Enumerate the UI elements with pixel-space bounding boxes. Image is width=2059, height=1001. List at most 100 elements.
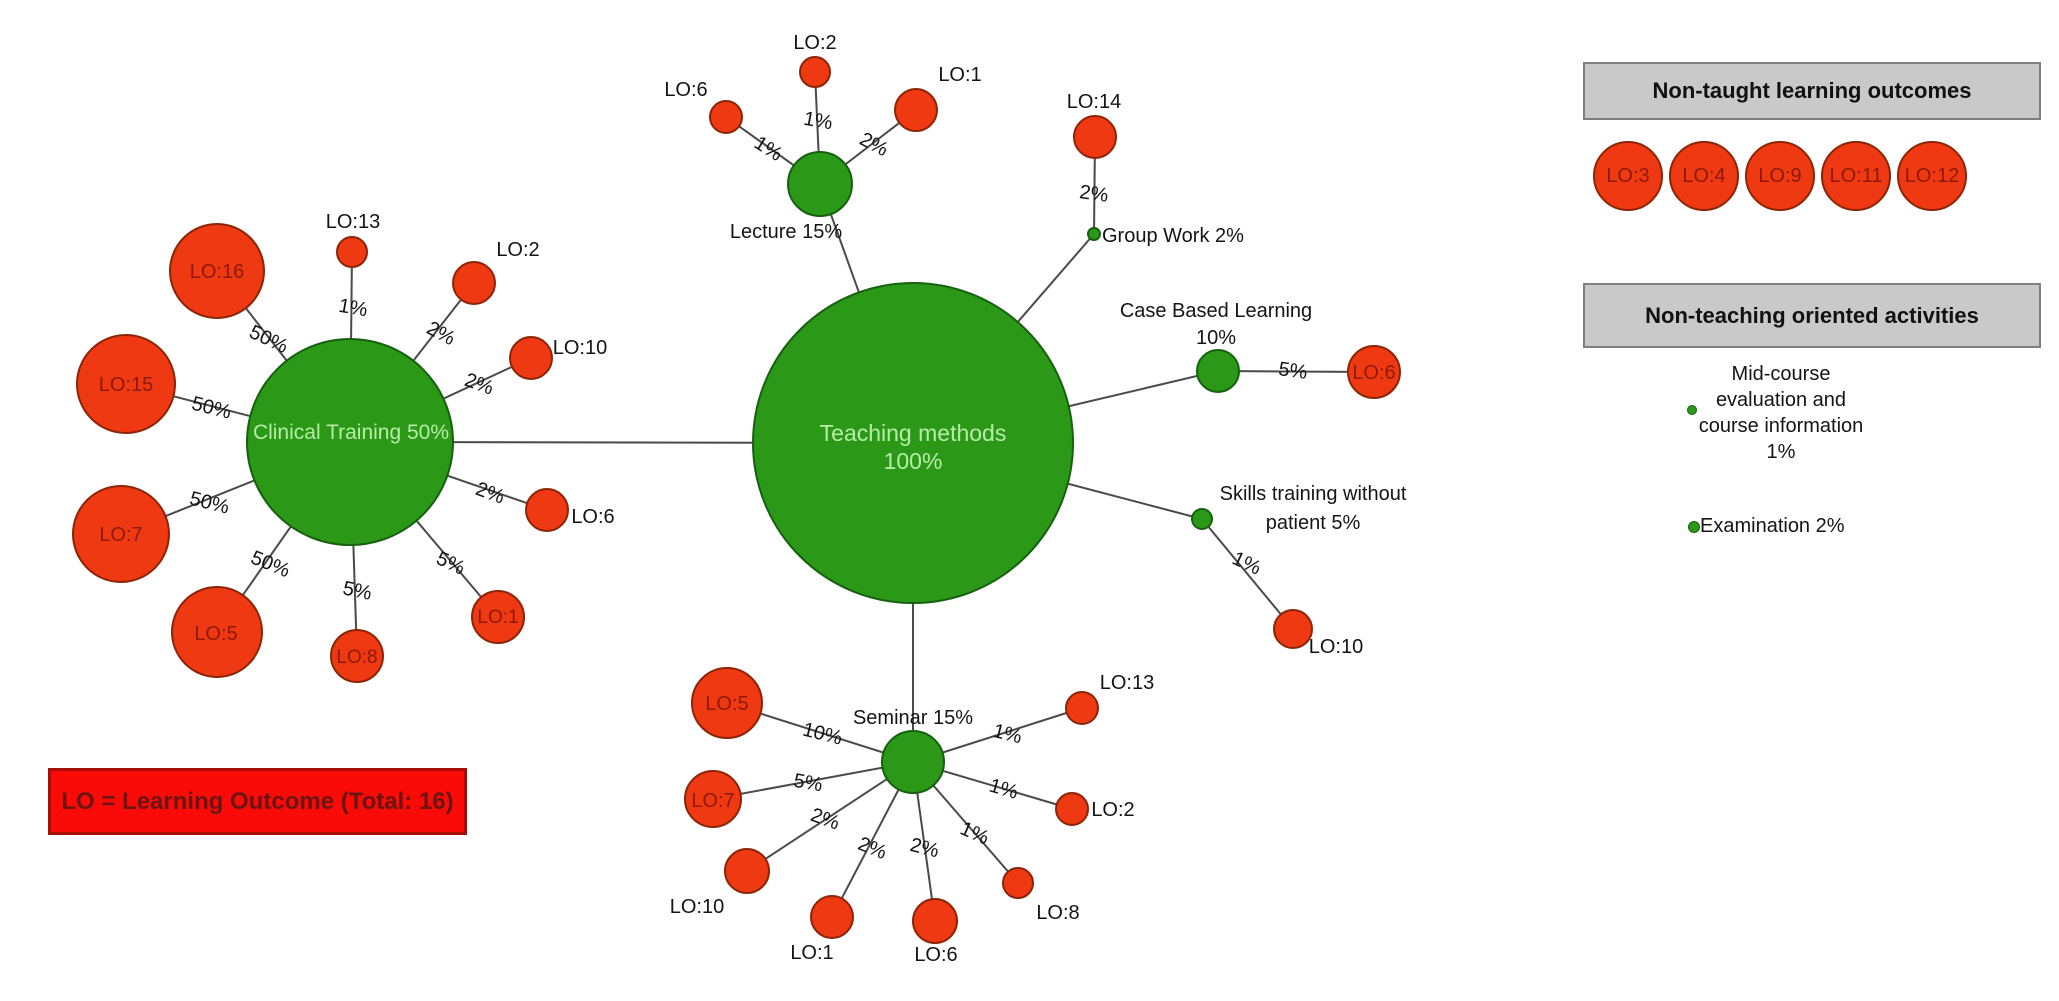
non-taught-circle-4: LO:12 bbox=[1897, 141, 1967, 211]
edge-label-seminar-se13: 1% bbox=[991, 720, 1025, 748]
node-cb6 bbox=[1347, 345, 1401, 399]
node-c5 bbox=[171, 586, 263, 678]
node-g14 bbox=[1073, 115, 1117, 159]
midcourse-line-4: 1% bbox=[1766, 441, 1796, 463]
midcourse-line-1: Mid-course bbox=[1731, 363, 1831, 385]
non-taught-header: Non-taught learning outcomes bbox=[1583, 62, 2041, 120]
edge-label-cbl-cb6: 5% bbox=[1277, 358, 1309, 384]
node-label-teaching-1: 100% bbox=[884, 448, 943, 474]
node-label-c16-0: LO:16 bbox=[190, 261, 244, 283]
node-c2 bbox=[452, 261, 496, 305]
edge-label-clinical-c13: 1% bbox=[337, 295, 370, 322]
edge-label-clinical-c10: 2% bbox=[462, 369, 497, 400]
edge-label-seminar-se7: 5% bbox=[792, 770, 825, 797]
node-label-se1-0: LO:1 bbox=[790, 942, 833, 964]
node-label-l2-0: LO:2 bbox=[793, 32, 836, 54]
node-c6 bbox=[525, 488, 569, 532]
node-label-l6-0: LO:6 bbox=[664, 79, 707, 101]
node-se13 bbox=[1065, 691, 1099, 725]
node-se2 bbox=[1055, 792, 1089, 826]
node-se6 bbox=[912, 898, 958, 944]
node-label-cbl-0: Case Based Learning bbox=[1120, 300, 1312, 322]
midcourse-label: Mid-course evaluation and course informa… bbox=[1685, 361, 1877, 465]
node-label-skills-0: Skills training without bbox=[1220, 483, 1407, 505]
node-label-c13-0: LO:13 bbox=[326, 211, 380, 233]
node-lecture bbox=[787, 151, 853, 217]
edge-seminar-se7 bbox=[712, 761, 914, 800]
node-se8 bbox=[1002, 867, 1034, 899]
node-cbl bbox=[1196, 349, 1240, 393]
non-taught-circle-2: LO:9 bbox=[1745, 141, 1815, 211]
edge-seminar-se10 bbox=[746, 761, 914, 872]
edge-skills-s10 bbox=[1201, 518, 1294, 630]
legend-box: LO = Learning Outcome (Total: 16) bbox=[48, 768, 467, 835]
node-groupwork bbox=[1087, 227, 1101, 241]
node-se1 bbox=[810, 895, 854, 939]
node-label-teaching-0: Teaching methods bbox=[820, 420, 1007, 446]
node-label-se7-0: LO:7 bbox=[691, 790, 734, 812]
edge-label-clinical-c6: 2% bbox=[473, 478, 508, 509]
edge-label-clinical-c2: 2% bbox=[423, 317, 459, 350]
non-taught-title: Non-taught learning outcomes bbox=[1652, 78, 1972, 103]
node-label-seminar-0: Seminar 15% bbox=[853, 707, 973, 729]
node-teaching bbox=[752, 282, 1074, 604]
node-label-c1-0: LO:1 bbox=[477, 607, 518, 628]
node-s10 bbox=[1273, 609, 1313, 649]
node-l1 bbox=[894, 88, 938, 132]
node-skills bbox=[1191, 508, 1213, 530]
node-se10 bbox=[724, 848, 770, 894]
edge-label-clinical-c16: 50% bbox=[246, 321, 292, 358]
node-c10 bbox=[509, 336, 553, 380]
node-l6 bbox=[709, 100, 743, 134]
midcourse-line-2: evaluation and bbox=[1715, 389, 1847, 411]
non-taught-circle-0: LO:3 bbox=[1593, 141, 1663, 211]
node-label-groupwork-0: Group Work 2% bbox=[1102, 225, 1244, 247]
non-taught-circles: LO:3 LO:4 LO:9 LO:11 LO:12 bbox=[1593, 141, 1967, 211]
edge-label-seminar-se2: 1% bbox=[987, 775, 1021, 804]
node-label-se10-0: LO:10 bbox=[670, 896, 724, 918]
examination-label: Examination 2% bbox=[1700, 515, 1845, 537]
edge-label-seminar-se6: 2% bbox=[908, 834, 942, 862]
non-taught-circle-3: LO:11 bbox=[1821, 141, 1891, 211]
node-label-se5-0: LO:5 bbox=[705, 693, 748, 715]
node-c13 bbox=[336, 236, 368, 268]
node-label-clinical-0: Clinical Training 50% bbox=[253, 421, 449, 444]
nodes-layer bbox=[72, 56, 1401, 944]
node-se7 bbox=[684, 770, 742, 828]
node-label-s10-0: LO:10 bbox=[1309, 636, 1363, 658]
node-clinical bbox=[246, 338, 454, 546]
midcourse-dot bbox=[1687, 405, 1697, 415]
node-seminar bbox=[881, 730, 945, 794]
node-label-se6-0: LO:6 bbox=[914, 944, 957, 966]
node-label-se2-0: LO:2 bbox=[1091, 799, 1134, 821]
node-label-c10-0: LO:10 bbox=[553, 337, 607, 359]
edge-label-lecture-l2: 1% bbox=[802, 108, 835, 135]
node-se5 bbox=[691, 667, 763, 739]
legend-text: LO = Learning Outcome (Total: 16) bbox=[61, 787, 454, 815]
edge-label-skills-s10: 1% bbox=[1229, 547, 1265, 579]
edge-label-seminar-se5: 10% bbox=[800, 719, 844, 750]
edge-label-groupwork-g14: 2% bbox=[1078, 181, 1110, 207]
non-teaching-header: Non-teaching oriented activities bbox=[1583, 283, 2041, 348]
labels-layer: 50%1%2%2%50%2%50%5%50%5%1%1%2%2%5%1%10% 1… bbox=[99, 32, 1407, 966]
midcourse-line-3: course information bbox=[1698, 415, 1864, 437]
node-label-c7-0: LO:7 bbox=[99, 524, 142, 546]
non-teaching-title: Non-teaching oriented activities bbox=[1645, 302, 1979, 328]
edge-label-clinical-c15: 50% bbox=[189, 393, 233, 424]
node-c16 bbox=[169, 223, 265, 319]
node-label-c8-0: LO:8 bbox=[336, 647, 377, 668]
node-label-se13-0: LO:13 bbox=[1100, 672, 1154, 694]
node-c7 bbox=[72, 485, 170, 583]
non-taught-circle-1: LO:4 bbox=[1669, 141, 1739, 211]
edge-label-seminar-se8: 1% bbox=[957, 818, 993, 850]
node-label-c5-0: LO:5 bbox=[194, 623, 237, 645]
node-label-se8-0: LO:8 bbox=[1036, 902, 1079, 924]
edge-label-seminar-se10: 2% bbox=[808, 804, 843, 835]
edge-label-clinical-c8: 5% bbox=[341, 577, 374, 605]
node-label-c15-0: LO:15 bbox=[99, 374, 153, 396]
node-l2 bbox=[799, 56, 831, 88]
node-label-l1-0: LO:1 bbox=[938, 64, 981, 86]
edge-label-seminar-se1: 2% bbox=[855, 833, 890, 864]
